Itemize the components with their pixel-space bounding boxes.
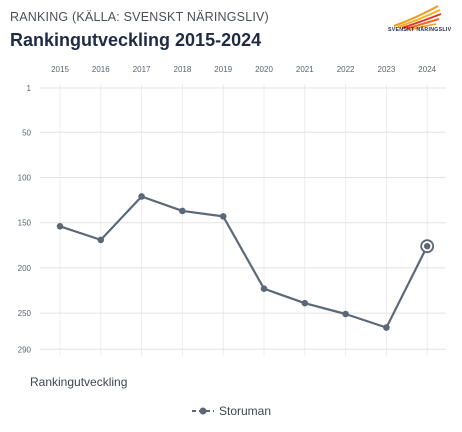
data-point[interactable] (260, 285, 268, 292)
x-tick-label: 2020 (255, 65, 273, 74)
x-tick-label: 2019 (214, 65, 232, 74)
y-tick-label: 200 (18, 264, 32, 273)
x-tick-label: 2018 (174, 65, 192, 74)
legend-label-storuman: Storuman (218, 404, 272, 418)
y-tick-label: 250 (18, 309, 32, 318)
x-tick-label: 2023 (378, 65, 396, 74)
x-tick-label: 2017 (133, 65, 151, 74)
y-tick-label: 150 (18, 219, 32, 228)
data-point[interactable] (342, 310, 349, 318)
x-tick-label: 2021 (296, 65, 314, 74)
chart-title: Rankingutveckling 2015-2024 (10, 30, 262, 50)
legend-line-icon (191, 407, 214, 415)
data-point[interactable] (424, 243, 431, 250)
data-point[interactable] (301, 299, 309, 307)
x-tick-label: 2022 (337, 65, 355, 74)
legend[interactable]: Storuman (0, 404, 462, 418)
y-tick-label: 50 (22, 128, 31, 137)
data-point[interactable] (383, 324, 390, 331)
x-tick-label: 2024 (418, 65, 436, 74)
section-label: Rankingutveckling (30, 375, 128, 389)
series-line-storuman (59, 195, 429, 329)
logo-text: SVENSKT NÄRINGSLIV (388, 27, 452, 33)
data-point[interactable] (97, 236, 105, 244)
data-point[interactable] (219, 213, 227, 220)
data-point[interactable] (56, 223, 64, 230)
y-tick-label: 1 (27, 84, 32, 93)
y-tick-label: 100 (18, 173, 32, 182)
logo-icon (393, 5, 442, 31)
data-point[interactable] (138, 193, 145, 200)
data-point[interactable] (179, 207, 186, 215)
y-tick-label: 290 (18, 345, 32, 354)
x-tick-label: 2015 (51, 65, 69, 74)
x-tick-label: 2016 (92, 65, 110, 74)
chart-supertitle: RANKING (KÄLLA: SVENSKT NÄRINGSLIV) (10, 10, 269, 24)
